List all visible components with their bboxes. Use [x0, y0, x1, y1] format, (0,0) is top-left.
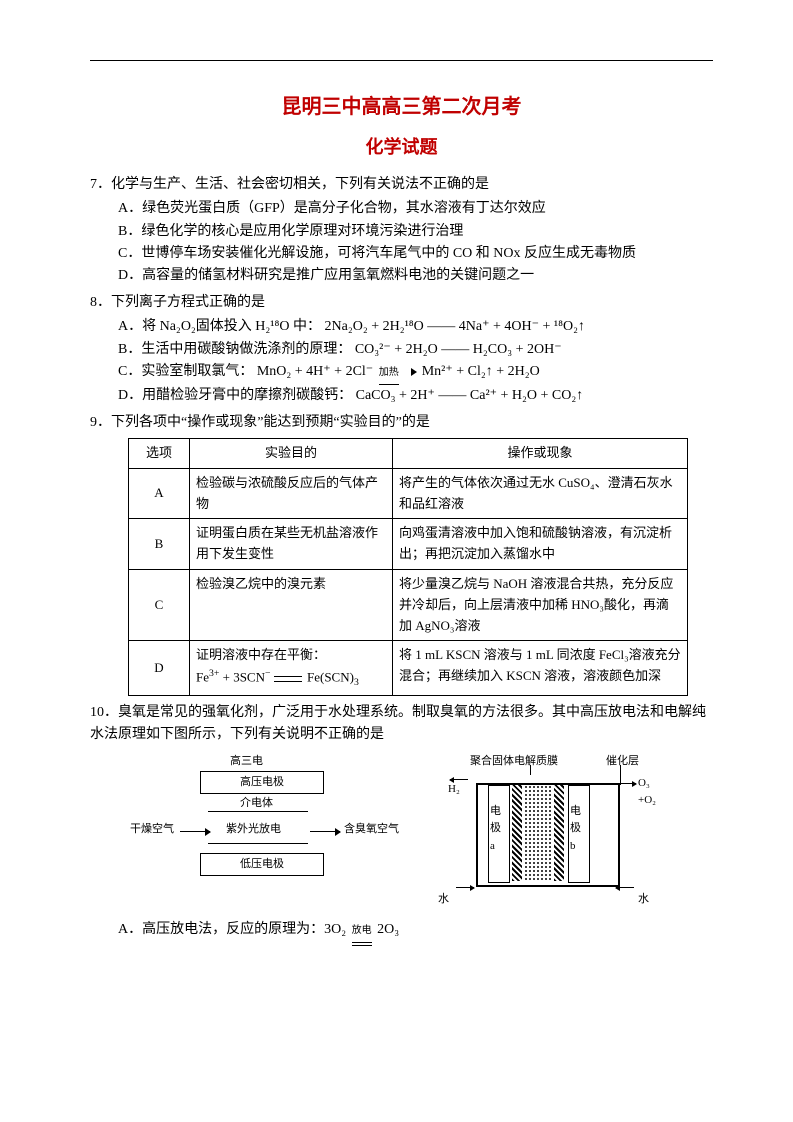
- d1-in: 干燥空气: [130, 821, 174, 839]
- q8-B-pre: B．生活中用碳酸钠做洗涤剂的原理：: [118, 342, 351, 357]
- arrow-icon: [618, 783, 636, 784]
- q7-stem: 7．化学与生产、生活、社会密切相关，下列有关说法不正确的是: [90, 174, 713, 196]
- cell-B: B: [129, 519, 190, 570]
- membrane: [524, 785, 552, 881]
- q7-D: D．高容量的储氢材料研究是推广应用氢氧燃料电池的关键问题之一: [118, 265, 713, 287]
- th-op: 操作或现象: [393, 439, 688, 469]
- cell-D-purpose: 证明溶液中存在平衡： Fe3+ + 3SCN− Fe(SCN)3: [190, 641, 393, 695]
- q8-D-eq: CaCO₃ + 2H⁺ —— Ca²⁺ + H₂O + CO₂↑: [356, 388, 584, 403]
- q8-stem: 8．下列离子方程式正确的是: [90, 292, 713, 314]
- d2-h2: H₂: [448, 781, 460, 799]
- d2-header: 聚合固体电解质膜: [470, 753, 558, 771]
- diagram-discharge: 高三电 高压电极 介电体 干燥空气 紫外光放电 含臭氧空气 低压电极: [130, 753, 410, 903]
- d1-line: [208, 843, 308, 844]
- d2-water-l: 水: [438, 891, 449, 909]
- q8-D: D．用醋检验牙膏中的摩擦剂碳酸钙： CaCO₃ + 2H⁺ —— Ca²⁺ + …: [118, 385, 713, 407]
- cell-C-op: 将少量溴乙烷与 NaOH 溶液混合共热，充分反应并冷却后，向上层清液中加稀 HN…: [393, 570, 688, 641]
- q8-C: C．实验室制取氯气： MnO₂ + 4H⁺ + 2Cl⁻ 加热 Mn²⁺ + C…: [118, 361, 713, 385]
- th-purpose: 实验目的: [190, 439, 393, 469]
- d1-hv: 高压电极: [200, 771, 324, 795]
- d2-water-r: 水: [638, 891, 649, 909]
- q7-C: C．世博停车场安装催化光解设施，可将汽车尾气中的 CO 和 NOx 反应生成无毒…: [118, 243, 713, 265]
- q10-A-post: 2O₃: [377, 922, 399, 937]
- q8-C-pre: C．实验室制取氯气：: [118, 364, 253, 379]
- q10-A-pre: A．高压放电法，反应的原理为：3O₂: [118, 922, 346, 937]
- arrow-icon: [616, 887, 634, 888]
- arrow-icon: [450, 779, 468, 780]
- q7-B: B．绿色化学的核心是应用化学原理对环境污染进行治理: [118, 221, 713, 243]
- cell-A: A: [129, 468, 190, 519]
- d1-line: [208, 811, 308, 812]
- d1-top: 高三电: [230, 753, 263, 771]
- exam-page: 昆明三中高高三第二次月考 化学试题 7．化学与生产、生活、社会密切相关，下列有关…: [0, 0, 793, 1122]
- q8-C-cond-text: 加热: [379, 367, 399, 378]
- q7-A: A．绿色荧光蛋白质（GFP）是高分子化合物，其水溶液有丁达尔效应: [118, 198, 713, 220]
- cell-C: C: [129, 570, 190, 641]
- d2-o3: O₃ +O₂: [638, 775, 656, 810]
- arrow-icon: [180, 831, 210, 832]
- q8-C-right: Mn²⁺ + Cl₂↑ + 2H₂O: [422, 364, 540, 379]
- q8-C-left: MnO₂ + 4H⁺ + 2Cl⁻: [257, 364, 373, 379]
- q8-B: B．生活中用碳酸钠做洗涤剂的原理： CO₃²⁻ + 2H₂O —— H₂CO₃ …: [118, 339, 713, 361]
- arrow-icon: [310, 831, 340, 832]
- diagram-electrolysis: 聚合固体电解质膜 催化层 H₂ O₃ +O₂ 电 极 a 电 极 b 水 水: [430, 753, 670, 913]
- d1-mid: 介电体: [240, 795, 273, 813]
- cell-D: D: [129, 641, 190, 695]
- d2-lead: [530, 765, 531, 775]
- q8-B-eq: CO₃²⁻ + 2H₂O —— H₂CO₃ + 2OH⁻: [355, 342, 562, 357]
- q10-A-cond-text: 放电: [352, 925, 372, 936]
- table-row: C 检验溴乙烷中的溴元素 将少量溴乙烷与 NaOH 溶液混合共热，充分反应并冷却…: [129, 570, 688, 641]
- figure-row: 高三电 高压电极 介电体 干燥空气 紫外光放电 含臭氧空气 低压电极 聚合固体电…: [130, 753, 713, 913]
- arrow-icon: [456, 887, 474, 888]
- q8-D-pre: D．用醋检验牙膏中的摩擦剂碳酸钙：: [118, 388, 352, 403]
- top-rule: [90, 60, 713, 61]
- table-header-row: 选项 实验目的 操作或现象: [129, 439, 688, 469]
- d2-lead: [620, 765, 621, 785]
- cell-A-op: 将产生的气体依次通过无水 CuSO₄、澄清石灰水和品红溶液: [393, 468, 688, 519]
- cell-C-purpose: 检验溴乙烷中的溴元素: [190, 570, 393, 641]
- q9-stem: 9．下列各项中“操作或现象”能达到预期“实验目的”的是: [90, 412, 713, 434]
- cell-D-op: 将 1 mL KSCN 溶液与 1 mL 同浓度 FeCl₃溶液充分混合；再继续…: [393, 641, 688, 695]
- q8-A-pre: A．将 Na₂O₂固体投入 H₂¹⁸O 中：: [118, 319, 321, 334]
- d2-catalyst: 催化层: [606, 753, 639, 771]
- q10-A-cond: 放电: [350, 919, 374, 946]
- q8-A: A．将 Na₂O₂固体投入 H₂¹⁸O 中： 2Na₂O₂ + 2H₂¹⁸O —…: [118, 316, 713, 338]
- q10-A: A．高压放电法，反应的原理为：3O₂ 放电 2O₃: [118, 919, 713, 946]
- title-sub: 化学试题: [90, 133, 713, 162]
- table-row: B 证明蛋白质在某些无机盐溶液作用下发生变性 向鸡蛋清溶液中加入饱和硫酸钠溶液，…: [129, 519, 688, 570]
- equilibrium-icon: [274, 674, 304, 684]
- q8-A-eq: 2Na₂O₂ + 2H₂¹⁸O —— 4Na⁺ + 4OH⁻ + ¹⁸O₂↑: [325, 319, 585, 334]
- d2-cathode: 电 极 b: [570, 803, 581, 856]
- d1-out: 含臭氧空气: [344, 821, 399, 839]
- catalyst-layer: [512, 785, 522, 881]
- d2-anode: 电 极 a: [490, 803, 501, 856]
- cell-B-op: 向鸡蛋清溶液中加入饱和硫酸钠溶液，有沉淀析出；再把沉淀加入蒸馏水中: [393, 519, 688, 570]
- catalyst-layer: [554, 785, 564, 881]
- title-main: 昆明三中高高三第二次月考: [90, 91, 713, 123]
- table-row: D 证明溶液中存在平衡： Fe3+ + 3SCN− Fe(SCN)3 将 1 m…: [129, 641, 688, 695]
- q9-table: 选项 实验目的 操作或现象 A 检验碳与浓硫酸反应后的气体产物 将产生的气体依次…: [128, 438, 688, 696]
- cell-A-purpose: 检验碳与浓硫酸反应后的气体产物: [190, 468, 393, 519]
- table-row: A 检验碳与浓硫酸反应后的气体产物 将产生的气体依次通过无水 CuSO₄、澄清石…: [129, 468, 688, 519]
- q10-stem: 10．臭氧是常见的强氧化剂，广泛用于水处理系统。制取臭氧的方法很多。其中高压放电…: [90, 702, 713, 747]
- th-opt: 选项: [129, 439, 190, 469]
- d1-uv: 紫外光放电: [226, 821, 281, 839]
- d1-lv: 低压电极: [200, 853, 324, 877]
- q8-C-cond: 加热: [377, 361, 401, 385]
- cell-B-purpose: 证明蛋白质在某些无机盐溶液作用下发生变性: [190, 519, 393, 570]
